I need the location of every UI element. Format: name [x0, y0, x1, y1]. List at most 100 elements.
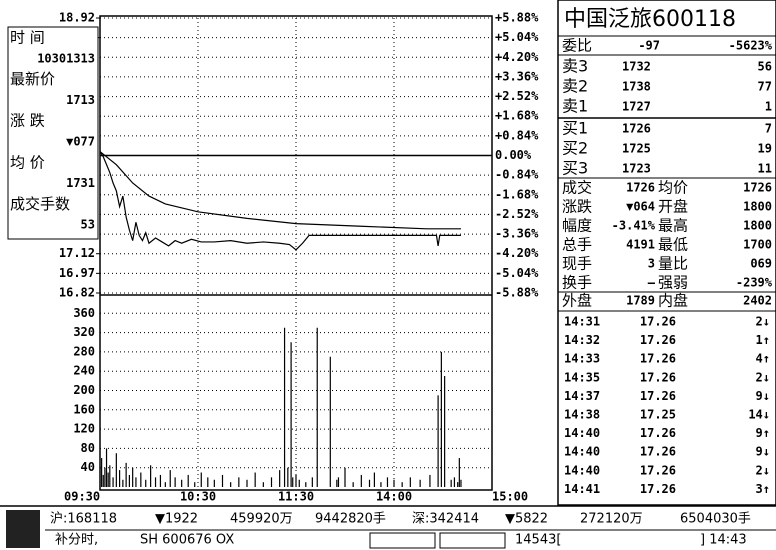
y2-tick-label: +5.88%: [495, 11, 539, 25]
trade-price: 17.26: [640, 315, 676, 329]
info-text: 均 价: [10, 153, 45, 171]
y-tick-label: 320: [73, 325, 95, 339]
stat-value: 1789: [626, 294, 655, 308]
book-volume: 19: [758, 142, 772, 156]
stat-label: 内盘: [658, 292, 688, 310]
logo: [6, 510, 40, 548]
trade-price: 17.26: [640, 482, 676, 496]
trade-volume: 2↓: [756, 315, 770, 329]
price-line: [99, 151, 461, 230]
info-text: 53: [81, 218, 95, 232]
status-text: 459920万: [230, 512, 293, 527]
trade-time: 14:40: [564, 445, 600, 459]
stock-title: 中国泛旅600118: [564, 7, 736, 32]
book-volume: 11: [758, 162, 772, 176]
y2-tick-label: +3.36%: [495, 69, 539, 83]
price-line: [99, 151, 461, 251]
stat-label: 现手: [562, 255, 592, 273]
trade-time: 14:38: [564, 408, 600, 422]
x-tick-label: 14:00: [376, 490, 412, 504]
y2-tick-label: -0.84%: [495, 168, 539, 182]
trade-time: 14:33: [564, 352, 600, 366]
stat-value: 069: [750, 257, 772, 271]
trade-time: 14:41: [564, 482, 600, 496]
y-tick-label: 40: [81, 460, 95, 474]
info-text: 成交手数: [10, 195, 70, 213]
y-tick-label: 17.12: [59, 246, 95, 260]
trade-price: 17.26: [640, 370, 676, 384]
quote-frame: [557, 0, 776, 506]
stat-label: 涨跌: [562, 198, 592, 216]
y2-tick-label: 0.00%: [495, 148, 532, 162]
y2-tick-label: -2.52%: [495, 207, 539, 221]
y2-tick-label: +4.20%: [495, 50, 539, 64]
trade-price: 17.26: [640, 333, 676, 347]
status-box: [439, 532, 506, 549]
trade-volume: 2↓: [756, 463, 770, 477]
x-tick-label: 11:30: [278, 490, 314, 504]
x-tick-label: 10:30: [180, 490, 216, 504]
y-tick-label: 240: [73, 364, 95, 378]
stat-value: -239%: [736, 276, 773, 290]
book-label: 卖2: [562, 77, 588, 96]
status-text: ▼1922: [155, 512, 198, 527]
x-tick-label: 09:30: [64, 490, 100, 504]
book-volume: 77: [758, 80, 772, 94]
y-tick-label: 16.97: [59, 266, 95, 280]
info-text: 涨 跌: [10, 112, 45, 130]
stat-value: 1726: [743, 181, 772, 195]
info-text: 1713: [66, 93, 95, 107]
trade-price: 17.25: [640, 408, 676, 422]
y2-tick-label: -5.88%: [495, 286, 539, 300]
value: -5623%: [729, 39, 773, 53]
stat-label: 均价: [658, 179, 688, 197]
book-volume: 1: [765, 100, 772, 114]
y2-tick-label: +0.84%: [495, 128, 539, 142]
chart-frame: [99, 15, 493, 491]
y-tick-label: 280: [73, 344, 95, 358]
stat-value: 1726: [626, 181, 655, 195]
status-text: SH 600676 OX: [140, 533, 234, 548]
stat-value: 1800: [743, 219, 772, 233]
trade-volume: 3↑: [756, 482, 770, 496]
stat-value: -3.41%: [612, 219, 656, 233]
stat-label: 幅度: [562, 217, 592, 235]
book-price: 1725: [622, 142, 651, 156]
stat-value: 2402: [743, 294, 772, 308]
stat-label: 开盘: [658, 198, 688, 216]
stat-value: 1700: [743, 238, 772, 252]
info-box: [7, 26, 99, 240]
stat-value: 3: [648, 257, 655, 271]
y2-tick-label: +5.04%: [495, 30, 539, 44]
book-label: 买3: [562, 159, 588, 178]
y-tick-label: 160: [73, 402, 95, 416]
y2-tick-label: -4.20%: [495, 246, 539, 260]
stat-value: 1800: [743, 200, 772, 214]
book-price: 1738: [622, 80, 651, 94]
trade-time: 14:40: [564, 463, 600, 477]
book-price: 1727: [622, 100, 651, 114]
info-text: ▼077: [66, 135, 95, 149]
stat-label: 总手: [562, 236, 592, 254]
trade-volume: 2↓: [756, 370, 770, 384]
status-text: 补分时,: [55, 533, 98, 548]
trade-price: 17.26: [640, 389, 676, 403]
y-tick-label: 120: [73, 422, 95, 436]
y-tick-label: 18.92: [59, 11, 95, 25]
trade-time: 14:31: [564, 315, 600, 329]
y2-tick-label: -3.36%: [495, 227, 539, 241]
stat-label: 外盘: [562, 292, 592, 310]
y-tick-label: 16.82: [59, 286, 95, 300]
status-text: 9442820手: [315, 512, 386, 527]
stat-label: 最高: [658, 217, 688, 235]
status-text: 6504030手: [680, 512, 751, 527]
y-tick-label: 80: [81, 441, 95, 455]
stat-label: 量比: [658, 255, 688, 273]
y2-tick-label: -1.68%: [495, 187, 539, 201]
x-tick-label: 15:00: [492, 490, 528, 504]
trade-volume: 14↓: [748, 408, 770, 422]
book-label: 卖1: [562, 97, 588, 116]
y-tick-label: 200: [73, 383, 95, 397]
